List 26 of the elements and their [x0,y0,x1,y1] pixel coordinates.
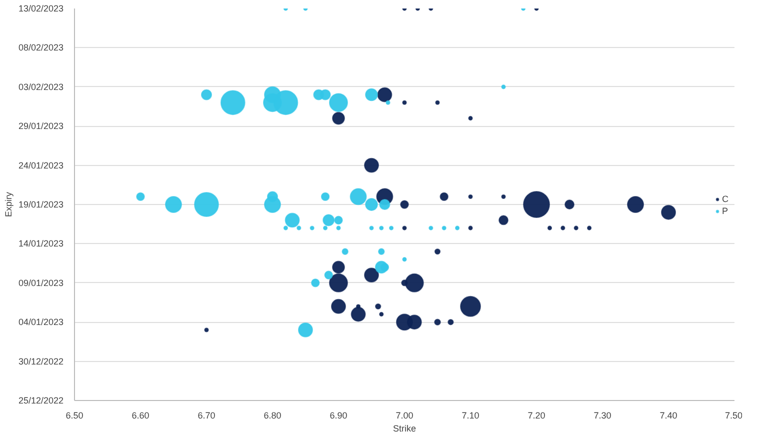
y-tick-label: 04/01/2023 [18,317,64,328]
x-tick-label: 7.30 [594,410,612,420]
y-axis-title: Expiry [3,192,14,217]
x-tick-label: 7.40 [660,410,678,420]
y-tick-label: 03/02/2023 [18,82,64,92]
y-tick-label: 29/01/2023 [18,121,64,132]
x-axis-title: Strike [392,424,416,434]
x-tick-label: 7.50 [724,410,743,420]
x-tick-label: 7.00 [396,410,414,420]
x-tick-label: 6.70 [198,410,216,420]
legend-label: P [722,206,730,216]
y-tick-label: 24/01/2023 [18,160,64,170]
legend-label: C [722,194,730,204]
y-tick-label: 08/02/2023 [18,42,64,53]
y-tick-label: 13/02/2023 [18,4,64,14]
y-tick-label: 09/01/2023 [18,278,64,288]
x-tick-label: 6.60 [132,410,150,420]
y-tick-label: 30/12/2022 [18,356,64,366]
x-tick-label: 7.20 [528,410,546,420]
y-tick-label: 25/12/2022 [18,396,64,406]
x-tick-label: 6.50 [66,410,84,420]
y-tick-label: 19/01/2023 [18,200,64,210]
x-tick-label: 6.90 [330,410,348,420]
y-tick-label: 14/01/2023 [18,238,64,249]
x-tick-label: 6.80 [264,410,282,420]
x-tick-label: 7.10 [462,410,480,420]
